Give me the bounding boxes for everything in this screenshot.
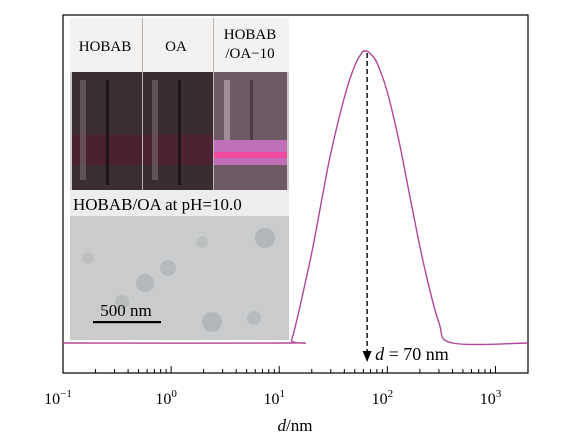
peak-annotation-var: d (375, 344, 385, 364)
peak-marker-arrow (362, 351, 372, 362)
x-axis-label: d/nm (278, 416, 313, 435)
plot-frame (62, 14, 529, 374)
x-axis-tick-labels: 10−1 100 101 102 103 (44, 388, 502, 408)
vial-label-2: OA (165, 39, 187, 55)
scale-bar-label: 500 nm (100, 301, 151, 320)
vial-photo: HOBAB OA HOBAB /OA−10 (70, 18, 289, 190)
tem-caption: HOBAB/OA at pH=10.0 (73, 195, 242, 214)
tem-image: HOBAB/OA at pH=10.0 500 nm (70, 190, 289, 340)
x-tick-label: 103 (480, 388, 502, 408)
peak-annotation-text: = 70 nm (384, 344, 449, 364)
peak-annotation: d = 70 nm (375, 344, 449, 364)
x-tick-label: 101 (263, 388, 285, 408)
vial-label-3b: /OA−10 (225, 46, 274, 62)
x-axis-ticks (62, 366, 529, 373)
x-tick-label: 100 (155, 388, 177, 408)
vial-label-3a: HOBAB (224, 27, 277, 43)
vial-label-1: HOBAB (79, 39, 132, 55)
size-distribution-line (62, 50, 529, 346)
x-tick-label: 102 (372, 388, 394, 408)
x-axis-label-var: d (278, 416, 287, 435)
scale-bar (93, 321, 161, 324)
x-axis-label-unit: /nm (286, 416, 312, 435)
x-tick-label: 10−1 (44, 388, 72, 408)
